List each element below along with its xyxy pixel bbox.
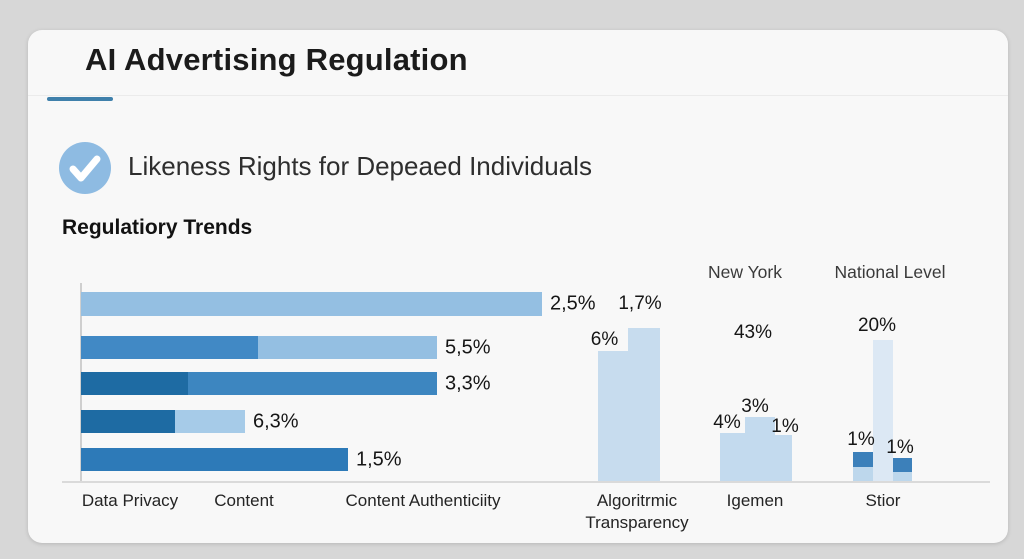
bar xyxy=(893,472,912,481)
highlight-label: Likeness Rights for Depeaed Individuals xyxy=(128,151,592,181)
bar xyxy=(598,328,660,481)
bar-value-label: 43% xyxy=(733,322,773,343)
x-axis-label: Igemen xyxy=(726,491,784,510)
x-axis-label: Content Authenticiity xyxy=(345,491,501,510)
bar-value-label: 1% xyxy=(847,429,875,450)
bar-value-label: 2,5% xyxy=(550,292,596,315)
slide-card: AI Advertising Regulation Likeness Right… xyxy=(28,30,1008,543)
x-axis-label: Data Privacy xyxy=(81,491,179,510)
bar-value-label: 1,5% xyxy=(356,448,402,470)
bar xyxy=(873,340,893,481)
bar xyxy=(893,458,912,472)
regulatory-trends-charts: 2,5% 5,5% 3,3% 6,3% 1,5% Data Privacy Content C… xyxy=(28,30,1008,543)
x-axis-label: Content xyxy=(214,491,274,510)
bar-segment xyxy=(188,372,437,395)
bar xyxy=(720,433,745,481)
bar-value-label: 1,7% xyxy=(618,293,662,314)
bar-segment xyxy=(258,336,437,359)
bar-value-label: 1% xyxy=(771,416,799,437)
title-accent-underline xyxy=(47,97,113,101)
bar-value-label: 5,5% xyxy=(445,336,491,358)
bar-value-label: 4% xyxy=(713,412,741,433)
bar-segment xyxy=(81,410,175,433)
bar-value-label: 1% xyxy=(886,437,914,458)
bar-value-label: 20% xyxy=(857,315,897,336)
bar-value-label: 6% xyxy=(581,328,628,351)
section-heading: Regulatiory Trends xyxy=(62,216,253,239)
group-header: New York xyxy=(708,262,782,282)
check-icon xyxy=(59,142,111,194)
bar xyxy=(853,467,873,481)
page-title: AI Advertising Regulation xyxy=(85,42,468,77)
bar xyxy=(745,417,775,481)
check-icon-glyph xyxy=(69,155,101,182)
bar-segment xyxy=(81,336,258,359)
bar xyxy=(853,452,873,467)
x-axis-line xyxy=(62,481,990,483)
bar-segment xyxy=(175,410,245,433)
x-axis-label: Stior xyxy=(865,491,901,510)
bar-segment xyxy=(81,292,542,316)
x-axis-label: Algoritrmic Transparency xyxy=(585,491,689,532)
bar-value-label: 3,3% xyxy=(445,372,491,394)
header-divider xyxy=(28,95,1008,96)
bar-segment xyxy=(81,372,188,395)
bar-value-label: 3% xyxy=(741,396,769,417)
bar xyxy=(775,435,792,481)
bar-value-label: 6,3% xyxy=(253,410,299,432)
group-header: National Level xyxy=(834,262,946,282)
bar-segment xyxy=(81,448,348,471)
